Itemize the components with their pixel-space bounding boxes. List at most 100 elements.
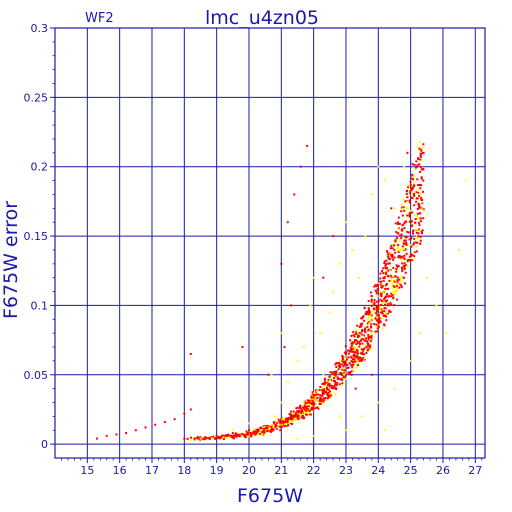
data-point xyxy=(422,190,425,193)
data-point xyxy=(327,378,330,381)
data-point xyxy=(321,389,324,392)
data-point xyxy=(401,228,404,231)
data-point xyxy=(409,359,412,362)
data-point xyxy=(381,269,384,272)
data-point xyxy=(400,233,403,236)
data-point xyxy=(360,330,363,333)
data-point xyxy=(292,415,295,418)
data-point xyxy=(363,328,366,331)
data-point xyxy=(395,268,398,271)
data-point xyxy=(338,415,341,418)
data-point xyxy=(415,160,418,163)
data-point xyxy=(381,312,384,315)
data-point xyxy=(298,407,301,410)
data-point xyxy=(420,198,423,201)
data-point xyxy=(324,381,327,384)
data-point xyxy=(319,397,322,400)
data-point xyxy=(219,436,222,439)
data-point xyxy=(233,434,236,437)
data-point xyxy=(231,435,234,438)
data-point xyxy=(370,300,373,303)
data-point xyxy=(338,364,341,367)
data-point xyxy=(352,363,355,366)
data-point xyxy=(190,436,193,439)
data-point xyxy=(365,351,368,354)
data-point xyxy=(377,282,380,285)
data-point xyxy=(297,419,300,422)
data-point xyxy=(375,292,378,295)
data-point xyxy=(406,260,409,263)
data-point xyxy=(288,420,291,423)
data-point xyxy=(375,323,378,326)
data-point xyxy=(376,295,379,298)
data-point xyxy=(325,386,328,389)
data-point xyxy=(364,345,367,348)
data-point xyxy=(420,196,423,199)
data-point xyxy=(360,338,363,341)
data-point xyxy=(278,425,281,428)
data-point xyxy=(351,341,354,344)
data-point xyxy=(376,327,379,330)
data-point xyxy=(401,207,404,210)
data-point xyxy=(207,437,210,440)
data-point xyxy=(351,361,354,364)
data-point xyxy=(388,262,391,265)
data-point xyxy=(355,355,358,358)
data-point xyxy=(225,434,228,437)
data-point xyxy=(383,307,386,310)
data-point xyxy=(415,215,418,218)
data-point xyxy=(238,435,241,438)
data-point xyxy=(420,148,423,151)
data-point xyxy=(377,165,380,168)
data-point xyxy=(382,272,385,275)
data-point xyxy=(403,221,406,224)
data-point xyxy=(255,428,258,431)
data-point xyxy=(350,334,353,337)
data-point xyxy=(370,335,373,338)
data-point xyxy=(391,254,394,257)
data-point xyxy=(336,381,339,384)
data-point xyxy=(406,230,409,233)
data-point xyxy=(394,293,397,296)
data-point xyxy=(297,415,300,418)
data-point xyxy=(421,208,424,211)
data-point xyxy=(376,330,379,333)
data-point xyxy=(416,165,419,168)
data-point xyxy=(183,437,186,440)
data-point xyxy=(389,274,392,277)
data-point xyxy=(408,215,411,218)
data-point xyxy=(383,272,386,275)
data-point xyxy=(395,285,398,288)
data-point xyxy=(419,165,422,168)
data-point xyxy=(299,165,302,168)
data-point xyxy=(418,141,421,144)
data-point xyxy=(370,193,373,196)
data-point xyxy=(247,433,250,436)
data-point xyxy=(369,338,372,341)
data-point xyxy=(361,351,364,354)
data-point xyxy=(306,399,309,402)
data-point xyxy=(335,371,338,374)
data-point xyxy=(366,349,369,352)
data-point xyxy=(228,436,231,439)
data-point xyxy=(369,333,372,336)
data-point xyxy=(405,200,408,203)
data-point xyxy=(331,384,334,387)
data-point xyxy=(379,292,382,295)
data-point xyxy=(386,292,389,295)
data-point xyxy=(398,222,401,225)
data-point xyxy=(403,209,406,212)
data-point xyxy=(173,418,176,421)
data-point xyxy=(393,387,396,390)
data-point xyxy=(220,435,223,438)
data-point xyxy=(409,180,412,183)
data-point xyxy=(350,342,353,345)
data-point xyxy=(231,429,234,432)
data-point xyxy=(373,302,376,305)
data-point xyxy=(313,393,316,396)
data-point xyxy=(278,421,281,424)
data-point xyxy=(403,268,406,271)
data-point xyxy=(425,276,428,279)
data-point xyxy=(328,379,331,382)
data-point xyxy=(362,349,365,352)
